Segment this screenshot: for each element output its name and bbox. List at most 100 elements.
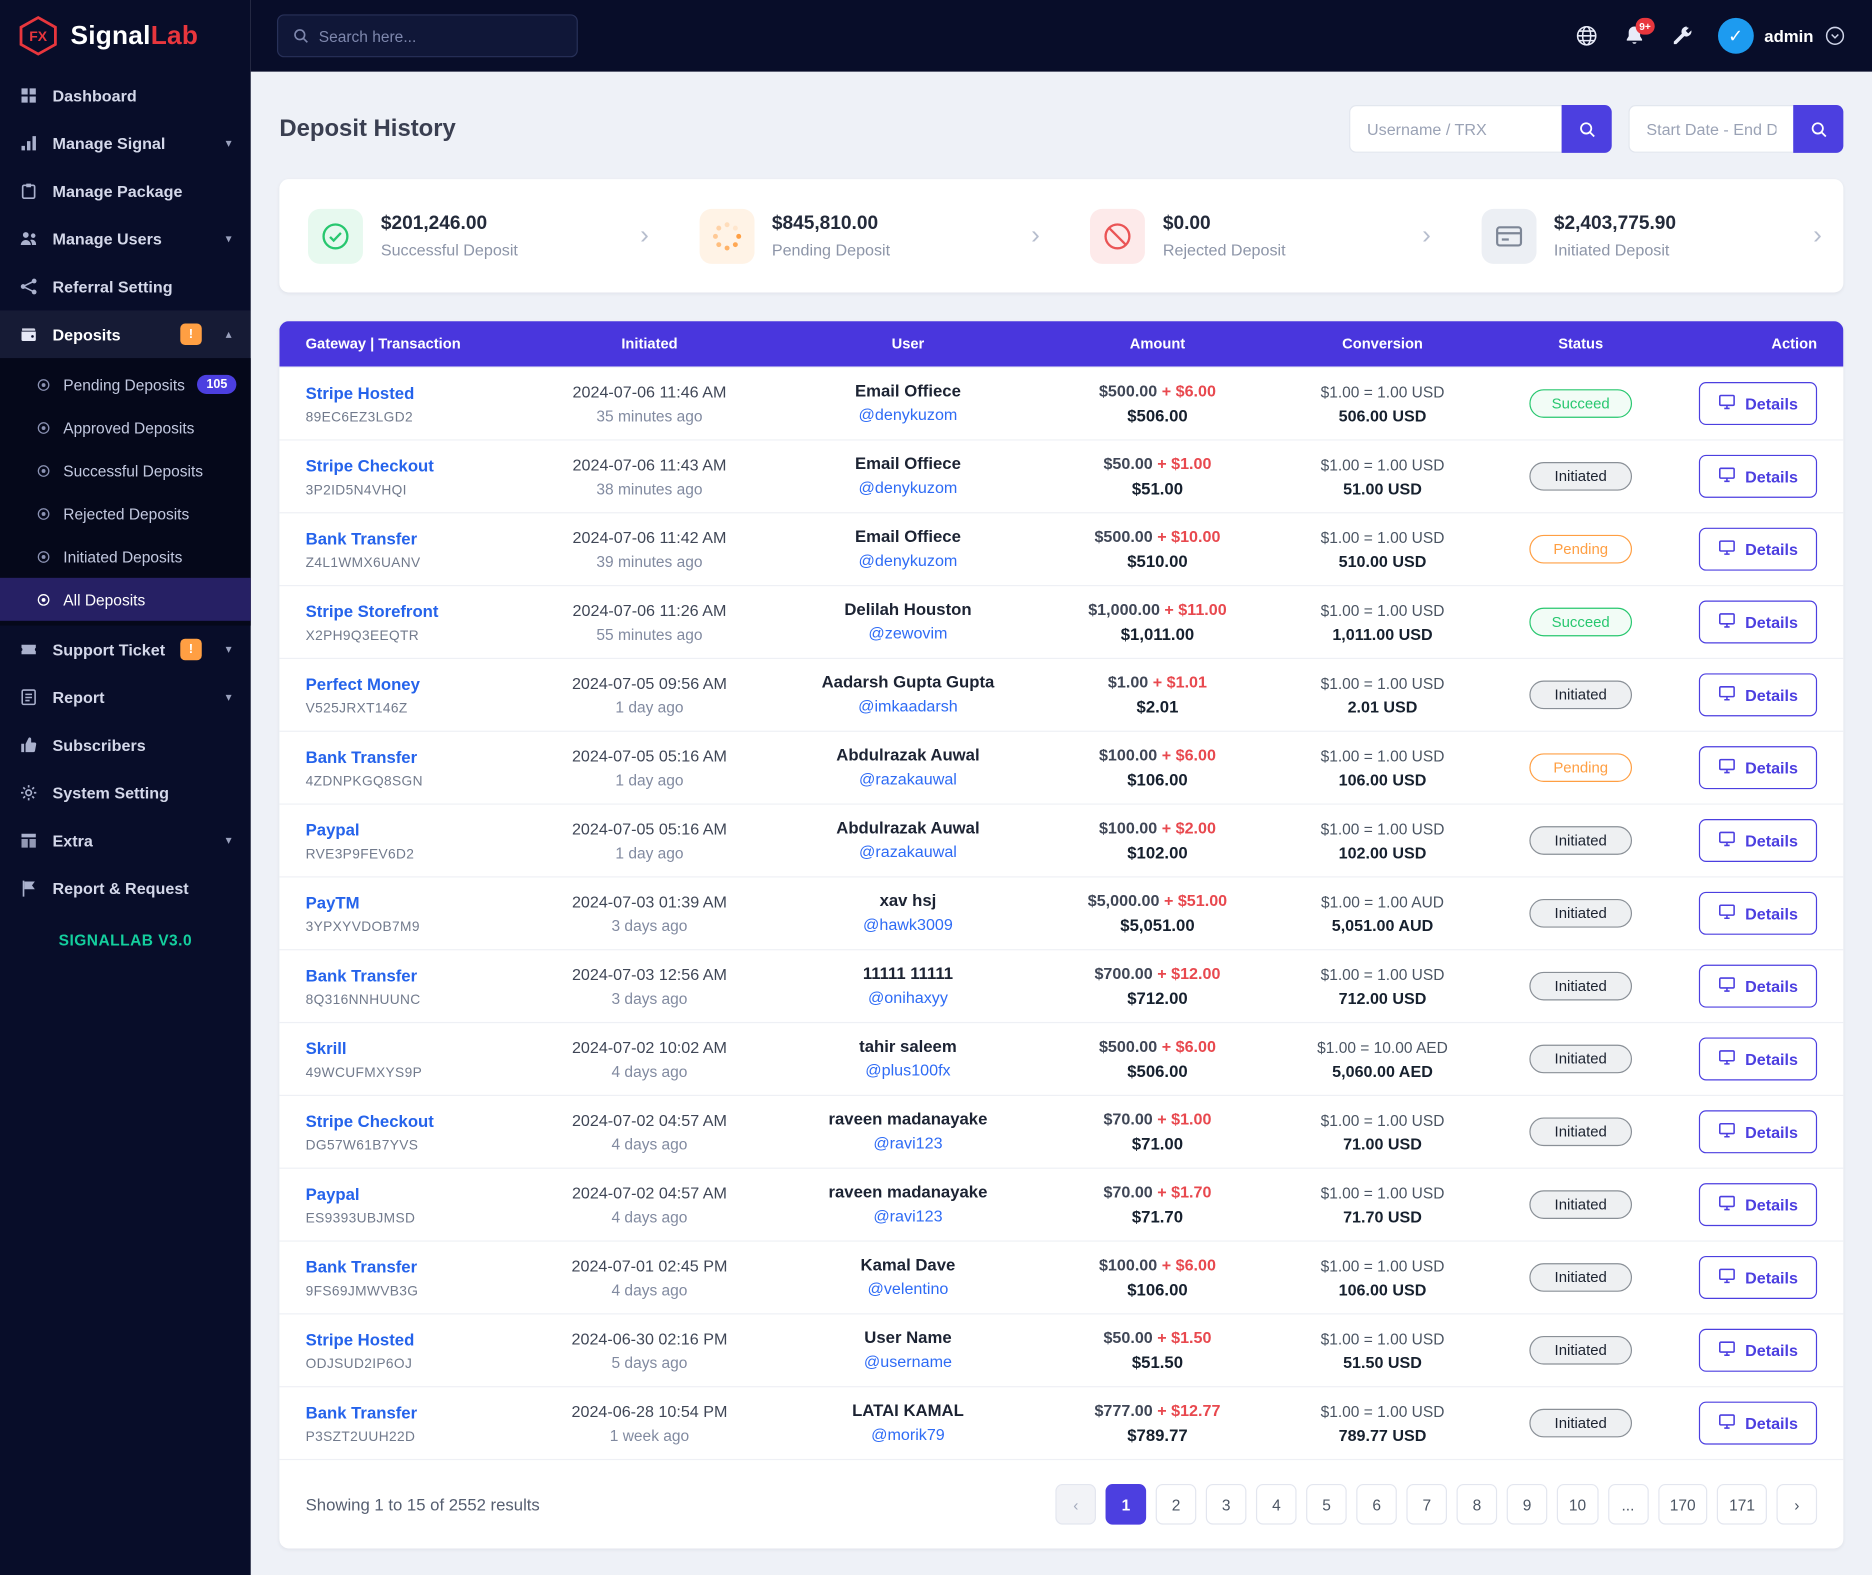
- user-handle-link[interactable]: @ravi123: [873, 1134, 943, 1153]
- gateway-link[interactable]: Skrill: [305, 1038, 347, 1058]
- details-button[interactable]: Details: [1698, 1183, 1818, 1227]
- page-button-7[interactable]: 7: [1406, 1483, 1448, 1525]
- sidebar-subitem-pending-deposits[interactable]: Pending Deposits 105: [0, 363, 251, 406]
- gateway-link[interactable]: PayTM: [305, 892, 360, 912]
- gateway-link[interactable]: Bank Transfer: [305, 1402, 418, 1422]
- user-handle-link[interactable]: @morik79: [871, 1425, 945, 1444]
- sidebar-item-extra[interactable]: Extra ▾: [0, 817, 251, 865]
- user-handle-link[interactable]: @hawk3009: [863, 915, 953, 934]
- topbar-search-input[interactable]: [318, 26, 563, 45]
- details-button[interactable]: Details: [1698, 600, 1818, 644]
- page-button-[interactable]: ›: [1776, 1483, 1818, 1525]
- stat-successful-deposit[interactable]: $201,246.00 Successful Deposit ›: [279, 179, 670, 292]
- user-handle-link[interactable]: @imkaadarsh: [858, 697, 958, 716]
- sidebar-item-manage-users[interactable]: Manage Users ▾: [0, 215, 251, 263]
- sidebar-subitem-initiated-deposits[interactable]: Initiated Deposits: [0, 535, 251, 578]
- user-handle-link[interactable]: @zewovim: [868, 624, 948, 643]
- language-globe-icon[interactable]: [1574, 24, 1598, 48]
- status-badge: Initiated: [1529, 1044, 1633, 1074]
- details-button[interactable]: Details: [1698, 673, 1818, 717]
- brand[interactable]: FX SignalLab: [0, 0, 251, 72]
- page-button-9[interactable]: 9: [1506, 1483, 1548, 1525]
- gateway-link[interactable]: Stripe Checkout: [305, 1110, 434, 1131]
- user-handle-link[interactable]: @razakauwal: [858, 770, 957, 788]
- details-button[interactable]: Details: [1698, 1037, 1818, 1081]
- details-button[interactable]: Details: [1698, 382, 1818, 426]
- page-button-8[interactable]: 8: [1456, 1483, 1498, 1525]
- sidebar-subitem-all-deposits[interactable]: All Deposits: [0, 577, 251, 621]
- details-button[interactable]: Details: [1698, 1328, 1818, 1372]
- gateway-link[interactable]: Bank Transfer: [305, 528, 418, 548]
- details-button[interactable]: Details: [1698, 1110, 1818, 1154]
- details-button[interactable]: Details: [1698, 454, 1818, 498]
- details-button[interactable]: Details: [1698, 964, 1818, 1008]
- details-button[interactable]: Details: [1698, 1255, 1818, 1299]
- status-cell: Initiated: [1485, 1408, 1676, 1438]
- page-button-[interactable]: ‹: [1055, 1483, 1097, 1525]
- amount-base: $100.00: [1098, 746, 1158, 765]
- sidebar-item-support-ticket[interactable]: Support Ticket! ▾: [0, 626, 251, 674]
- user-handle-link[interactable]: @denykuzom: [858, 405, 958, 424]
- notifications-bell-icon[interactable]: 9+: [1622, 17, 1655, 48]
- gateway-link[interactable]: Bank Transfer: [305, 1256, 418, 1276]
- user-handle-link[interactable]: @username: [863, 1352, 952, 1371]
- page-button-4[interactable]: 4: [1256, 1483, 1297, 1525]
- sidebar-subitem-approved-deposits[interactable]: Approved Deposits: [0, 406, 251, 449]
- sidebar-item-dashboard[interactable]: Dashboard: [0, 72, 251, 120]
- page-button-171[interactable]: 171: [1717, 1483, 1767, 1525]
- details-button[interactable]: Details: [1698, 891, 1818, 935]
- details-button[interactable]: Details: [1698, 819, 1818, 862]
- details-button[interactable]: Details: [1698, 527, 1818, 571]
- gateway-cell: Bank Transfer 9FS69JMWVB3G: [279, 1257, 518, 1299]
- sidebar-item-manage-signal[interactable]: Manage Signal ▾: [0, 119, 251, 167]
- page-button-2[interactable]: 2: [1155, 1483, 1197, 1525]
- gateway-link[interactable]: Stripe Hosted: [305, 1329, 415, 1349]
- gateway-link[interactable]: Paypal: [305, 1183, 360, 1203]
- user-menu[interactable]: ✓ admin: [1717, 17, 1846, 54]
- date-range-input[interactable]: [1628, 105, 1794, 153]
- user-handle-link[interactable]: @denykuzom: [858, 478, 958, 497]
- transaction-id: 89EC6EZ3LGD2: [305, 410, 413, 425]
- sidebar-item-manage-package[interactable]: Manage Package: [0, 167, 251, 215]
- user-handle-link[interactable]: @ravi123: [873, 1207, 943, 1225]
- user-handle-link[interactable]: @razakauwal: [858, 842, 957, 861]
- page-button-5[interactable]: 5: [1306, 1483, 1347, 1525]
- details-button[interactable]: Details: [1698, 1401, 1818, 1445]
- action-cell: Details: [1676, 382, 1843, 426]
- initiated-ago: 4 days ago: [611, 1280, 688, 1299]
- sidebar-item-subscribers[interactable]: Subscribers: [0, 721, 251, 769]
- stat-pending-deposit[interactable]: $845,810.00 Pending Deposit ›: [670, 179, 1061, 292]
- page-button-1[interactable]: 1: [1105, 1483, 1147, 1525]
- page-button-[interactable]: ...: [1607, 1483, 1649, 1525]
- gateway-link[interactable]: Paypal: [305, 819, 360, 839]
- user-handle-link[interactable]: @plus100fx: [865, 1061, 951, 1080]
- gateway-link[interactable]: Stripe Checkout: [305, 455, 434, 475]
- user-handle-link[interactable]: @denykuzom: [858, 551, 958, 570]
- sidebar-item-report[interactable]: Report ▾: [0, 673, 251, 721]
- user-handle-link[interactable]: @onihaxyy: [867, 988, 948, 1007]
- sidebar-subitem-successful-deposits[interactable]: Successful Deposits: [0, 449, 251, 492]
- sidebar-subitem-rejected-deposits[interactable]: Rejected Deposits: [0, 492, 251, 535]
- username-trx-input[interactable]: [1349, 105, 1562, 153]
- page-button-6[interactable]: 6: [1356, 1483, 1397, 1525]
- user-handle-link[interactable]: @velentino: [867, 1279, 949, 1298]
- sidebar-item-report-request[interactable]: Report & Request: [0, 864, 251, 912]
- sidebar-item-referral-setting[interactable]: Referral Setting: [0, 263, 251, 311]
- details-button[interactable]: Details: [1698, 746, 1818, 790]
- date-search-button[interactable]: [1793, 105, 1844, 153]
- gateway-link[interactable]: Bank Transfer: [305, 746, 418, 766]
- gateway-link[interactable]: Perfect Money: [305, 673, 420, 694]
- page-button-10[interactable]: 10: [1556, 1483, 1599, 1525]
- gateway-link[interactable]: Bank Transfer: [305, 965, 418, 985]
- stat-initiated-deposit[interactable]: $2,403,775.90 Initiated Deposit ›: [1452, 179, 1843, 292]
- settings-wrench-icon[interactable]: [1670, 24, 1694, 48]
- stat-rejected-deposit[interactable]: $0.00 Rejected Deposit ›: [1061, 179, 1452, 292]
- status-badge: Pending: [1529, 753, 1633, 782]
- page-button-170[interactable]: 170: [1657, 1483, 1708, 1525]
- page-button-3[interactable]: 3: [1205, 1483, 1247, 1525]
- gateway-link[interactable]: Stripe Hosted: [305, 382, 415, 402]
- gateway-link[interactable]: Stripe Storefront: [305, 601, 439, 621]
- username-search-button[interactable]: [1561, 105, 1612, 153]
- sidebar-item-system-setting[interactable]: System Setting: [0, 769, 251, 817]
- sidebar-item-deposits[interactable]: Deposits! ▴: [0, 310, 251, 359]
